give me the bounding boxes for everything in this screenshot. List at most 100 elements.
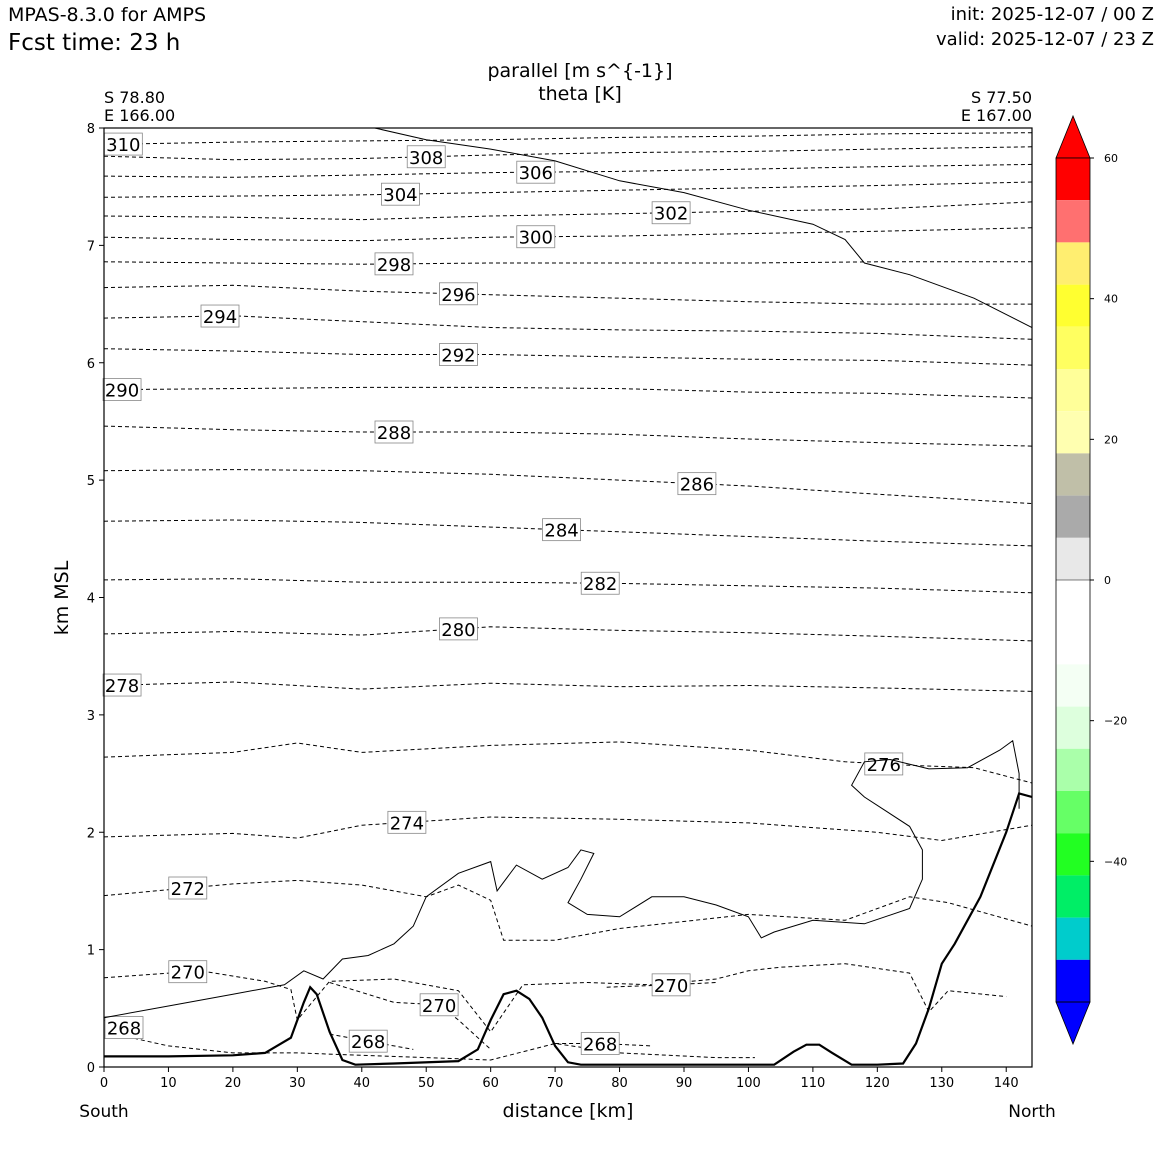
theta-label-300: 300: [519, 228, 553, 249]
theta-contour-288: [104, 425, 1032, 447]
theta-label-296: 296: [441, 285, 475, 306]
theta-contour-282: [104, 578, 1032, 594]
theta-contour-296: [104, 284, 1032, 305]
x-tick-label: 120: [865, 1076, 890, 1091]
theta-label-box: [104, 1016, 144, 1039]
theta-contour-280: [104, 626, 1032, 642]
theta-label-box: [516, 225, 556, 249]
theta-contour-298: [104, 261, 1032, 265]
theta-contour-310: [104, 132, 1032, 145]
theta-label-box: [439, 343, 478, 366]
theta-label-box: [168, 960, 208, 984]
theta-label-270: 270: [422, 996, 456, 1017]
theta-label-box: [651, 201, 691, 225]
theta-label-282: 282: [583, 574, 617, 595]
colorbar-tick-label: 40: [1104, 293, 1118, 306]
x-tick-label: 140: [994, 1076, 1019, 1091]
chart-subtitle: theta [K]: [538, 83, 622, 105]
x-tick-label: 30: [289, 1076, 306, 1091]
colorbar-max-arrow: [1055, 114, 1091, 159]
colorbar-swatch: [1056, 748, 1090, 791]
theta-label-box: [542, 518, 581, 542]
theta-label-286: 286: [680, 475, 714, 496]
theta-label-270: 270: [654, 976, 688, 997]
x-tick-label: 130: [929, 1076, 954, 1091]
theta-contour-274: [104, 816, 1032, 842]
south-label: South: [79, 1102, 129, 1122]
theta-label-276: 276: [867, 755, 901, 776]
theta-label-box: [200, 304, 240, 328]
theta-label-box: [439, 617, 478, 641]
theta-label-308: 308: [409, 148, 443, 169]
theta-label-304: 304: [383, 185, 417, 206]
theta-label-290: 290: [105, 381, 139, 402]
upper-wind-contour: [374, 128, 1032, 328]
theta-contour-302: [104, 201, 1032, 221]
theta-contour-290: [104, 386, 1032, 399]
theta-label-box: [516, 160, 556, 184]
theta-contour-268: [104, 1019, 755, 1061]
theta-contour-306: [104, 163, 1032, 178]
colorbar-tick-label: −20: [1104, 715, 1127, 728]
theta-label-268: 268: [107, 1019, 141, 1040]
y-tick-label: 1: [87, 944, 95, 959]
theta-label-box: [374, 420, 414, 444]
right-lat: S 77.50: [970, 88, 1032, 107]
forecast-time: Fcst time: 23 h: [8, 30, 181, 56]
theta-label-268: 268: [583, 1035, 617, 1056]
x-tick-label: 100: [736, 1076, 761, 1091]
x-tick-label: 60: [482, 1076, 499, 1091]
colorbar-swatch: [1056, 791, 1090, 834]
colorbar-swatch: [1056, 411, 1090, 454]
left-lat: S 78.80: [104, 88, 166, 107]
theta-contour-308: [104, 146, 1032, 161]
theta-label-box: [439, 282, 478, 306]
colorbar-swatch: [1056, 284, 1090, 327]
wind-zero-contour: [104, 739, 1020, 1019]
x-axis-label: distance [km]: [502, 1100, 634, 1122]
colorbar-swatch: [1056, 242, 1090, 285]
theta-label-box: [677, 472, 717, 496]
colorbar-swatch: [1056, 664, 1090, 707]
right-lon: E 167.00: [960, 106, 1032, 125]
theta-label-278: 278: [105, 676, 139, 697]
right-endpoint: S 77.50 E 167.00: [961, 89, 1032, 125]
colorbar-swatch: [1056, 917, 1090, 960]
theta-label-274: 274: [390, 813, 424, 834]
theta-label-box: [168, 876, 208, 900]
theta-contour-276: [104, 741, 1032, 784]
theta-label-box: [348, 1029, 388, 1053]
colorbar-swatch: [1056, 495, 1090, 538]
x-tick-label: 40: [354, 1076, 371, 1091]
x-tick-label: 110: [800, 1076, 825, 1091]
colorbar-swatch: [1056, 580, 1090, 623]
colorbar-swatch: [1056, 537, 1090, 580]
y-tick-label: 5: [87, 474, 95, 489]
y-tick-label: 7: [87, 239, 95, 254]
y-tick-label: 0: [87, 1061, 95, 1076]
theta-label-box: [102, 378, 142, 401]
theta-label-280: 280: [441, 620, 475, 641]
theta-contour-292: [104, 348, 1032, 366]
init-time: init: 2025-12-07 / 00 Z: [950, 4, 1154, 25]
chart-title: parallel [m s^{-1}]: [487, 60, 673, 82]
y-tick-label: 6: [87, 357, 95, 372]
colorbar-swatch: [1056, 158, 1090, 201]
terrain-line: [104, 792, 1032, 1066]
plot-frame: [103, 127, 1033, 1068]
theta-contour-278: [104, 681, 1032, 692]
colorbar-swatch: [1056, 622, 1090, 665]
colorbar-swatch: [1056, 706, 1090, 749]
theta-label-box: [381, 182, 420, 206]
colorbar-tick-label: 60: [1104, 152, 1118, 165]
theta-label-box: [102, 673, 142, 697]
x-tick-label: 80: [611, 1076, 628, 1091]
model-title: MPAS-8.3.0 for AMPS: [8, 4, 207, 26]
theta-label-box: [374, 252, 414, 276]
colorbar-swatch: [1056, 875, 1090, 918]
x-tick-label: 20: [225, 1076, 242, 1091]
left-lon: E 166.00: [104, 106, 176, 125]
theta-contour-272: [104, 879, 1032, 941]
colorbar-min-arrow: [1055, 1001, 1091, 1046]
theta-label-box: [387, 810, 427, 834]
